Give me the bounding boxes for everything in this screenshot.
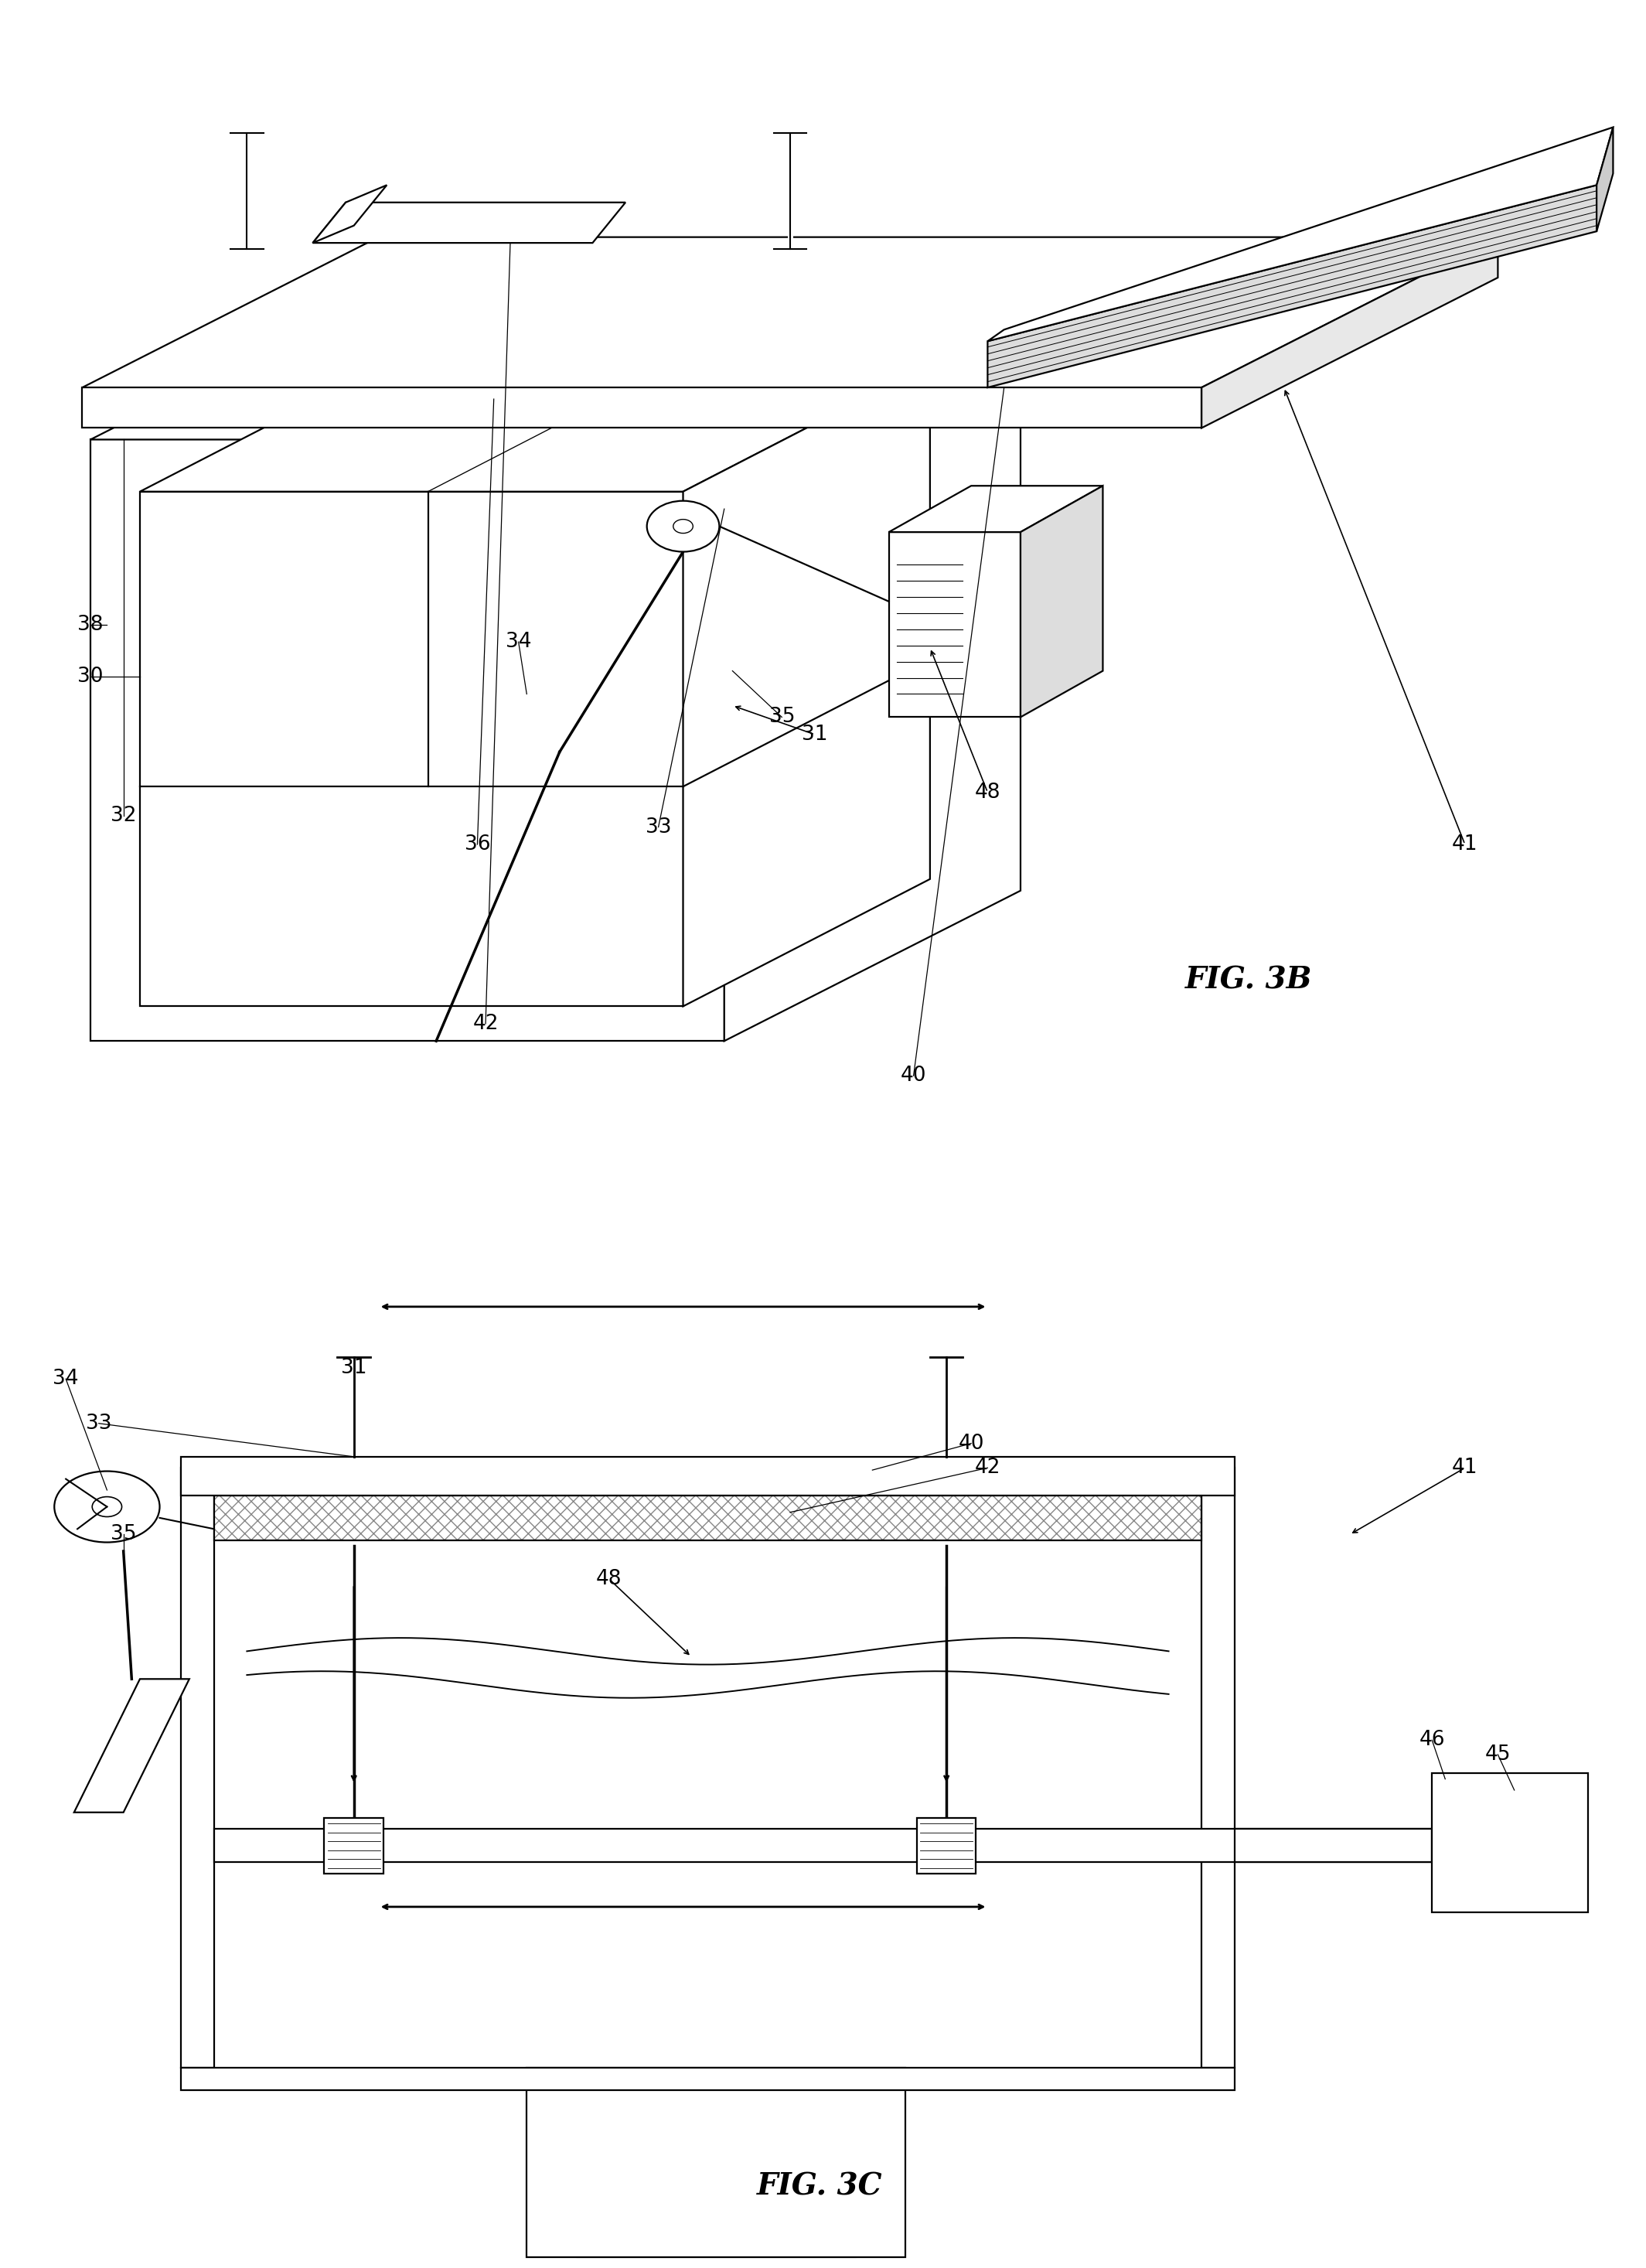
Text: FIG. 3B: FIG. 3B (1185, 966, 1312, 996)
Polygon shape (321, 206, 617, 240)
Polygon shape (1202, 1467, 1234, 2068)
Circle shape (673, 519, 693, 533)
Polygon shape (1234, 1828, 1432, 1862)
Polygon shape (527, 2068, 905, 2257)
Circle shape (54, 1472, 160, 1542)
Polygon shape (576, 2100, 856, 2257)
Text: 36: 36 (464, 835, 491, 855)
Text: 31: 31 (802, 723, 828, 744)
Polygon shape (313, 202, 625, 243)
Text: 48: 48 (596, 1569, 622, 1590)
Text: 42: 42 (472, 1014, 499, 1034)
Text: 32: 32 (110, 805, 137, 826)
Text: 30: 30 (77, 667, 104, 687)
Text: 46: 46 (1419, 1730, 1445, 1751)
Polygon shape (1243, 1833, 1424, 1860)
Text: FIG. 3C: FIG. 3C (757, 2173, 882, 2202)
Text: 40: 40 (900, 1066, 927, 1086)
Polygon shape (140, 492, 683, 1007)
Polygon shape (724, 290, 1021, 1041)
Circle shape (92, 1497, 122, 1517)
Polygon shape (82, 388, 1202, 429)
Polygon shape (988, 186, 1597, 388)
Polygon shape (683, 365, 930, 1007)
Polygon shape (214, 1828, 1448, 1862)
Text: 34: 34 (53, 1370, 79, 1388)
Polygon shape (1021, 485, 1103, 717)
Polygon shape (91, 440, 724, 1041)
Text: 31: 31 (341, 1359, 367, 1379)
Text: 34: 34 (505, 633, 532, 651)
Polygon shape (74, 1678, 189, 1812)
Text: 40: 40 (958, 1433, 984, 1454)
Polygon shape (140, 365, 930, 492)
Text: 35: 35 (769, 708, 795, 728)
Text: 41: 41 (1452, 835, 1478, 855)
Polygon shape (91, 440, 724, 1041)
Circle shape (647, 501, 719, 551)
Text: 45: 45 (1485, 1744, 1511, 1765)
Polygon shape (214, 1495, 1202, 1540)
Polygon shape (683, 365, 930, 1007)
Polygon shape (91, 290, 1021, 440)
Polygon shape (140, 492, 683, 1007)
Polygon shape (140, 365, 930, 492)
Polygon shape (1432, 1774, 1588, 1912)
Polygon shape (222, 1833, 1440, 1860)
Polygon shape (724, 290, 1021, 1041)
Polygon shape (889, 533, 1021, 717)
Polygon shape (181, 2068, 1234, 2091)
Text: 33: 33 (645, 816, 672, 837)
Text: 42: 42 (974, 1458, 1001, 1479)
Polygon shape (988, 127, 1613, 340)
Polygon shape (91, 290, 1021, 440)
Polygon shape (181, 1467, 214, 2068)
Polygon shape (917, 1819, 976, 1873)
Polygon shape (889, 485, 1103, 533)
Polygon shape (324, 1819, 384, 1873)
Text: 48: 48 (974, 782, 1001, 803)
Text: 38: 38 (77, 615, 104, 635)
Polygon shape (82, 238, 1498, 388)
Text: 35: 35 (110, 1524, 137, 1545)
Polygon shape (1597, 127, 1613, 231)
Polygon shape (1202, 238, 1498, 429)
Text: 41: 41 (1452, 1458, 1478, 1479)
Polygon shape (181, 1456, 1234, 1495)
Polygon shape (313, 186, 387, 243)
Text: 33: 33 (86, 1413, 112, 1433)
